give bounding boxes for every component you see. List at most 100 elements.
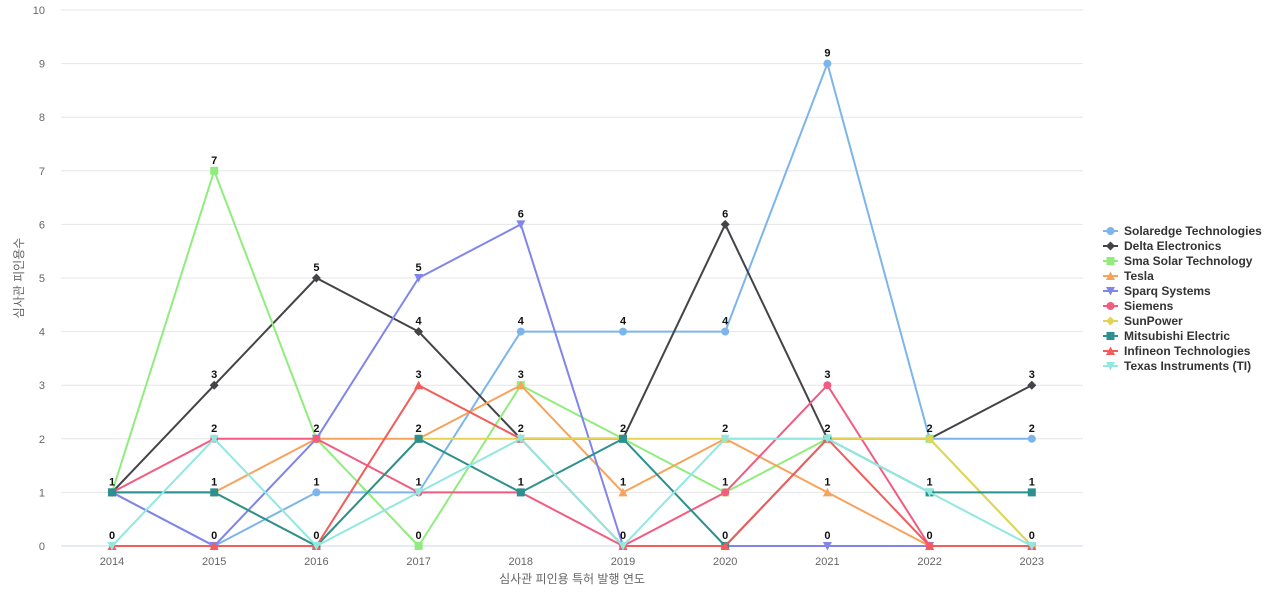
data-point [925,488,935,497]
legend-item[interactable]: Texas Instruments (TI) [1103,359,1251,373]
x-tick-label: 2020 [713,556,737,568]
data-label: 1 [722,476,728,488]
data-point [516,380,526,390]
data-point [209,434,219,444]
y-axis: 0 1 2 3 4 5 6 7 8 9 10 [33,5,45,553]
data-point [823,59,832,68]
data-point [516,488,525,497]
data-label: 0 [416,530,422,542]
legend-label: Infineon Technologies [1124,344,1251,358]
data-point [516,327,525,336]
y-tick-label: 5 [39,273,45,285]
data-point [925,434,935,444]
x-tick-label: 2018 [509,556,533,568]
data-point [210,488,219,497]
y-tick-label: 6 [39,219,45,231]
data-label: 2 [518,423,524,435]
legend-item[interactable]: Infineon Technologies [1103,344,1251,358]
data-point [925,541,935,550]
data-point [1027,380,1037,390]
data-point [312,434,321,443]
data-point [720,541,730,550]
data-point [414,274,424,283]
legend-item[interactable]: Sparq Systems [1103,284,1211,298]
series-texas-instruments-ti[interactable] [107,434,1037,551]
data-label: 2 [211,423,217,435]
data-label: 4 [518,316,525,328]
series-lines [107,59,1037,551]
data-point [822,487,832,497]
series-solaredge-technologies[interactable] [108,59,1036,550]
data-label: 1 [824,476,830,488]
x-tick-label: 2021 [815,556,839,568]
data-label: 7 [211,155,217,167]
x-tick-label: 2017 [406,556,430,568]
data-point [209,541,219,550]
data-label: 0 [1029,530,1035,542]
y-axis-title: 심사관 피인용수 [12,238,26,319]
data-point [414,488,424,497]
legend-label: Sma Solar Technology [1124,254,1253,268]
legend-item[interactable]: Tesla [1103,269,1154,283]
data-point [619,327,627,336]
data-label: 2 [1029,423,1035,435]
x-tick-label: 2023 [1020,556,1044,568]
legend-label: Texas Instruments (TI) [1124,359,1251,373]
data-point [721,327,730,336]
data-point [516,220,526,229]
data-point [516,434,526,444]
data-point [823,381,832,390]
data-label: 2 [313,423,319,435]
series-delta-electronics[interactable] [107,219,1037,497]
x-tick-label: 2016 [304,556,328,568]
legend-label: Delta Electronics [1124,239,1222,253]
legend-item[interactable]: Delta Electronics [1103,239,1222,253]
data-label: 1 [416,476,422,488]
y-tick-label: 1 [39,487,45,499]
data-point [311,273,321,283]
x-axis-title: 심사관 피인용 특허 발행 연도 [499,571,645,586]
data-point [1106,271,1115,280]
data-label: 4 [722,316,729,328]
data-point [108,488,116,497]
y-tick-label: 0 [39,541,45,553]
legend-item[interactable]: Siemens [1103,299,1174,313]
legend-label: Sparq Systems [1124,284,1211,298]
data-label: 1 [211,476,217,488]
data-label: 2 [824,423,830,435]
data-label: 6 [722,208,728,220]
data-point [1106,362,1115,371]
data-point [1106,332,1115,340]
y-tick-label: 10 [33,5,45,17]
legend-label: Solaredge Technologies [1124,224,1262,238]
data-point [414,542,423,550]
data-label: 3 [824,369,830,381]
legend-label: SunPower [1124,314,1183,328]
legend-item[interactable]: Sma Solar Technology [1103,254,1253,268]
data-point [1027,542,1037,551]
data-label: 3 [518,369,524,381]
data-label: 5 [313,262,319,274]
data-point [312,488,321,497]
x-tick-label: 2014 [100,556,124,568]
data-label: 1 [620,476,626,488]
data-point [1106,302,1115,310]
data-label: 3 [416,369,422,381]
data-label: 0 [722,530,728,542]
data-label: 0 [313,530,319,542]
data-point [1106,316,1115,326]
data-point [1027,434,1036,443]
legend-item[interactable]: SunPower [1103,314,1183,328]
legend-item[interactable]: Solaredge Technologies [1103,224,1262,238]
x-tick-label: 2019 [611,556,635,568]
data-label: 2 [416,423,422,435]
data-point [414,327,424,337]
data-point [822,434,832,444]
legend-item[interactable]: Mitsubishi Electric [1103,329,1230,343]
data-label: 1 [109,476,115,488]
data-label: 6 [518,208,524,220]
data-point [311,542,321,551]
data-point [210,166,219,175]
